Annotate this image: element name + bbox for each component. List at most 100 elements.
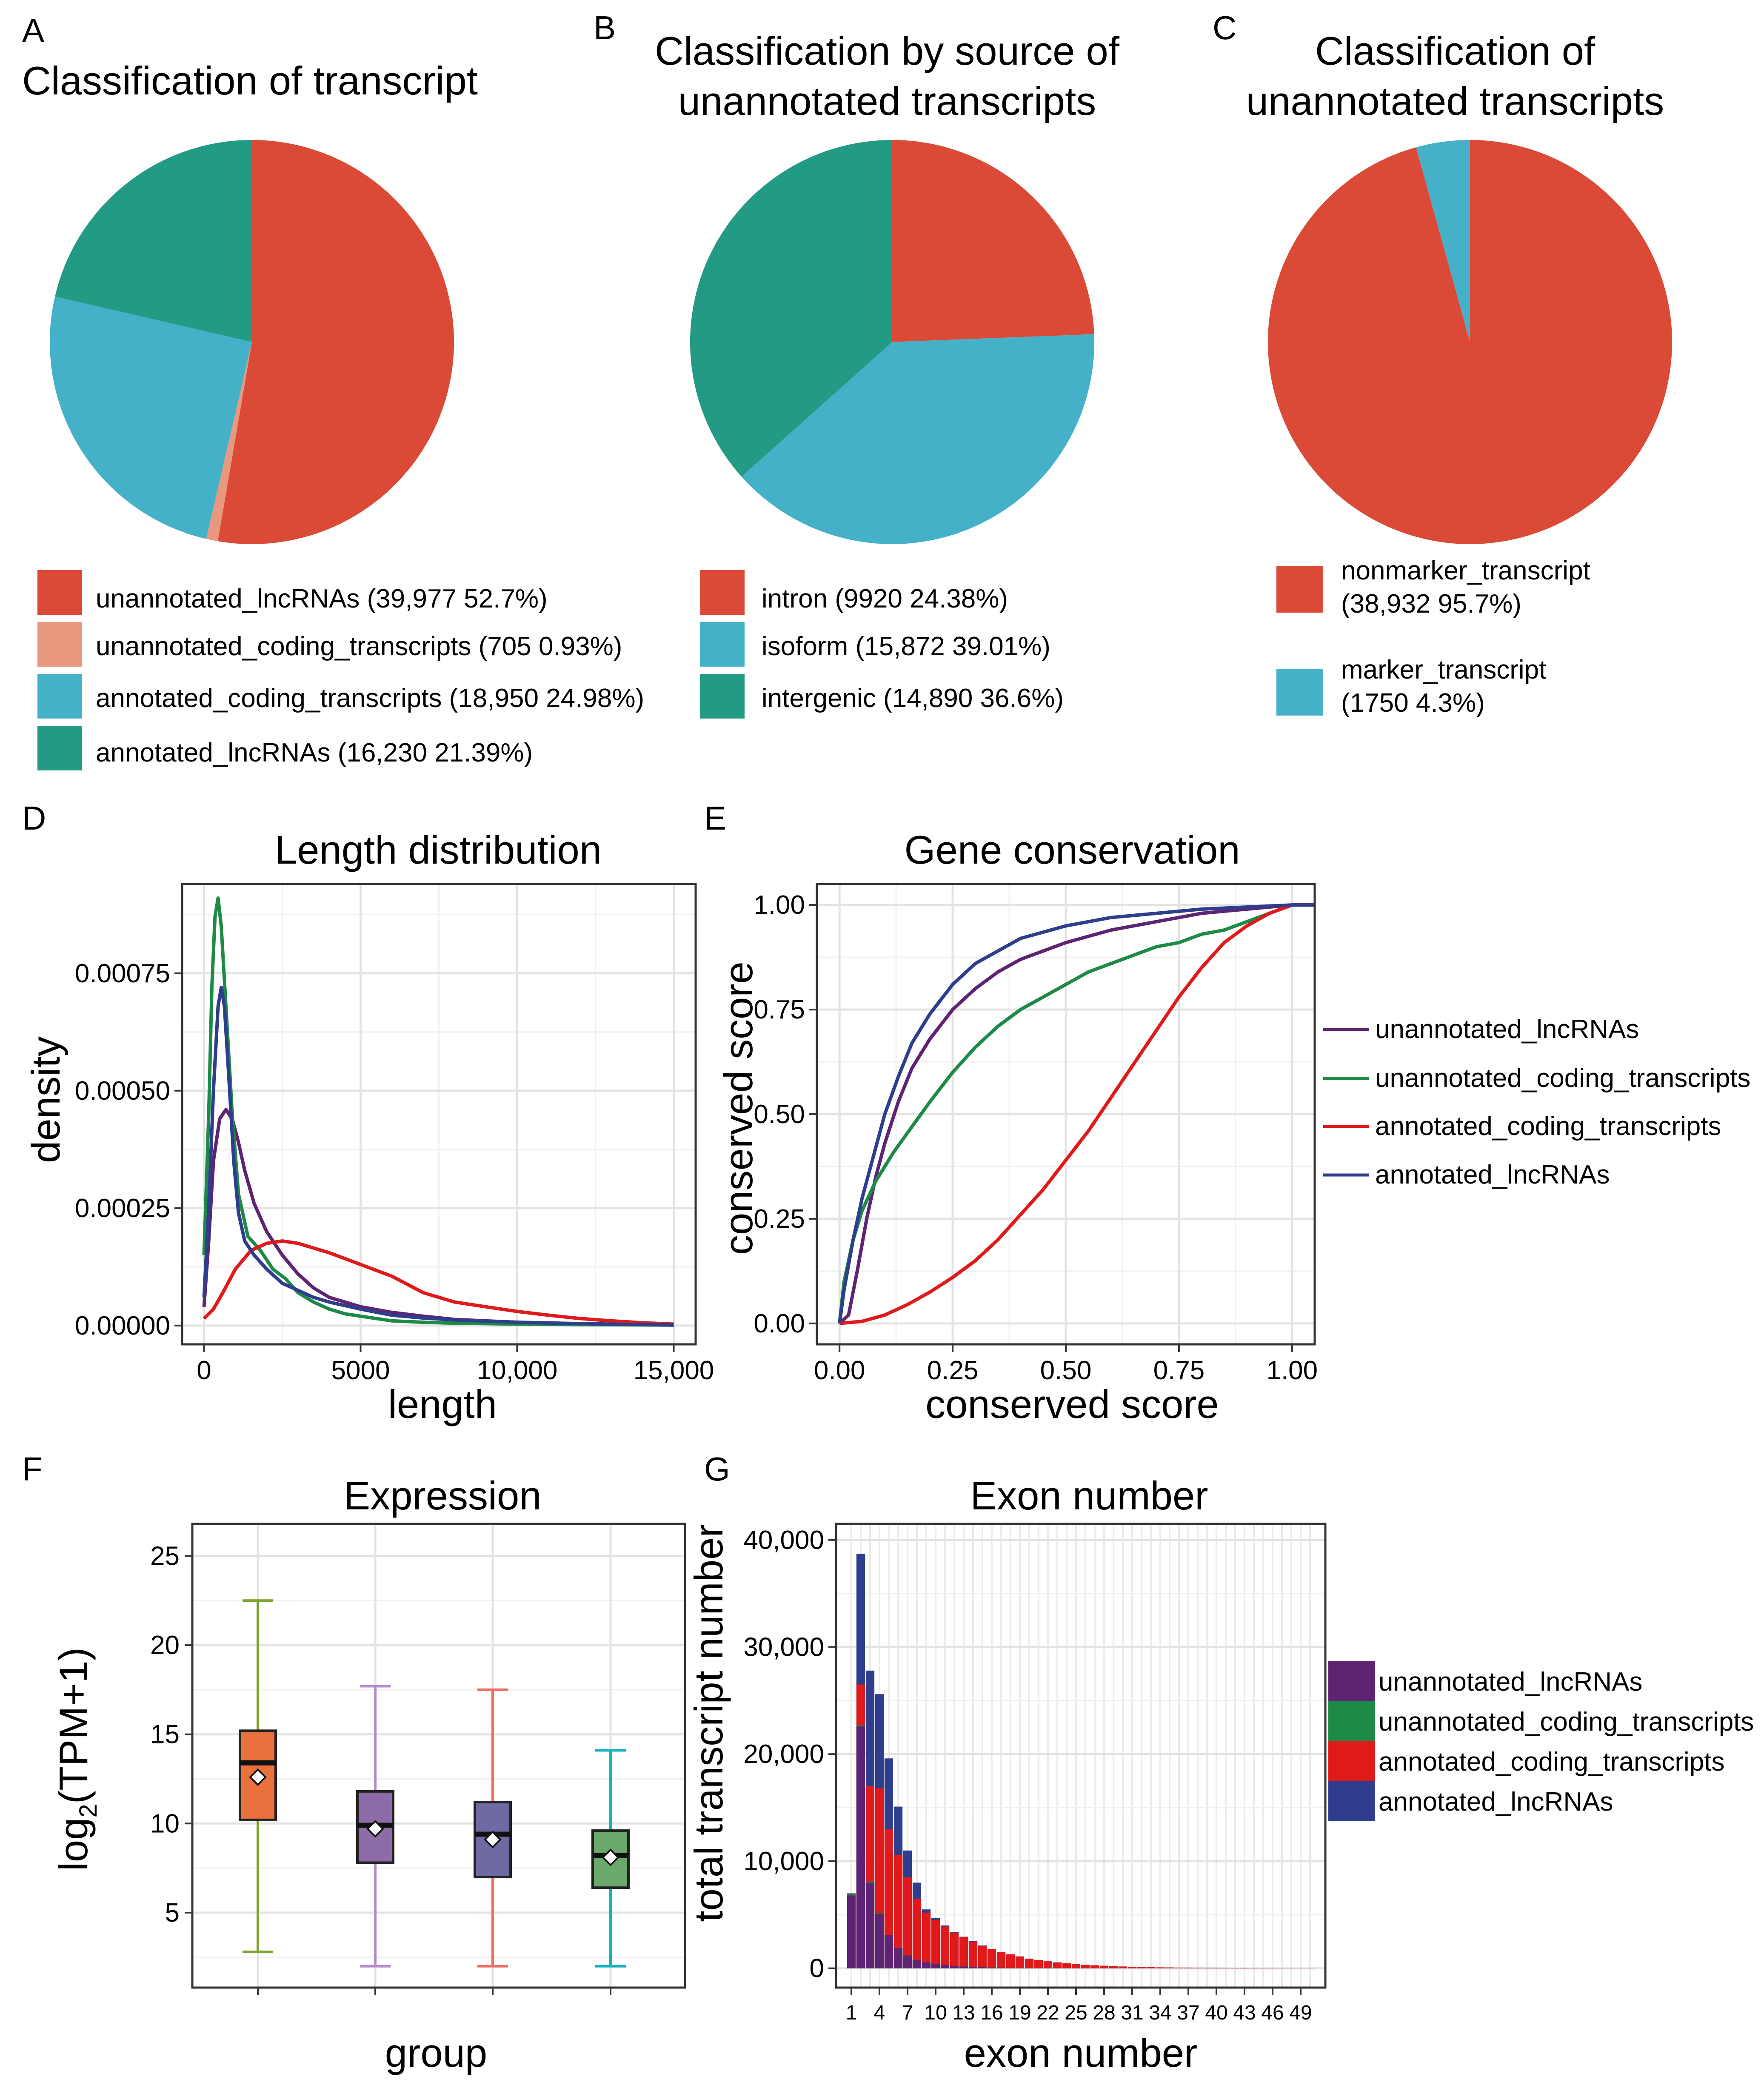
pie-c-title-line-1: Classification of [1315,29,1596,73]
exon-bar-12-unannotated_lncRNAs [950,1966,959,1968]
legend-b-swatch-1 [700,570,745,615]
expression-box-3 [474,1801,512,1879]
exon-bar-6-annotated_coding_transcripts [893,1854,903,1968]
exon-bar-3-unannotated_lncRNAs [865,1882,875,1968]
pie-b-slice-1 [892,140,1094,342]
exon-bar-16-annotated_coding_transcripts [987,1949,996,1968]
expression-y-tick-label-1: 5 [165,1898,180,1928]
exon-y-tick-label-5: 40,000 [743,1526,824,1555]
expression-box-4 [591,1829,630,1889]
exon-bar-12-annotated_coding_transcripts [950,1933,959,1968]
conservation-legend-label-3: annotated_coding_transcripts [1375,1112,1721,1141]
legend-c-label-1b: (38,932 95.7%) [1341,589,1521,619]
exon-x-axis-title: exon number [964,2031,1198,2075]
density-y-tick-label-4: 0.00075 [75,959,170,988]
density-x-tick-label-1: 0 [197,1356,211,1385]
conservation-panel-border [816,883,1316,1346]
exon-bar-11-annotated_coding_transcripts [940,1926,950,1968]
density-x-axis-title: length [388,1382,497,1426]
pie-chart-marker [1268,140,1672,544]
exon-bar-34-annotated_coding_transcripts [1156,1967,1165,1968]
conservation-title: Gene conservation [904,827,1240,872]
legend-a-swatch-4 [37,726,82,770]
exon-x-tick-label-8: 22 [1036,2002,1059,2024]
exon-title: Exon number [970,1473,1208,1518]
expression-x-axis-title: group [385,2031,487,2075]
legend-a-label-2: unannotated_coding_transcripts (705 0.93… [96,632,622,661]
density-x-tick-label-2: 5000 [331,1356,390,1385]
exon-bar-17-annotated_coding_transcripts [996,1952,1006,1968]
panel-label-g: G [704,1450,730,1488]
pie-c-slice-2 [1416,140,1470,342]
conservation-legend: unannotated_lncRNAs unannotated_coding_t… [1323,1015,1750,1189]
legend-b-label-2: isoform (15,872 39.01%) [762,632,1050,661]
exon-panel-border [835,1523,1327,1989]
exon-bar-10-annotated_coding_transcripts [931,1920,940,1968]
exon-bar-13-annotated_coding_transcripts [959,1937,968,1968]
conservation-y-tick-label-2: 0.25 [754,1204,805,1234]
conservation-x-tick-label-4: 0.75 [1153,1356,1205,1385]
exon-bar-11-unannotated_lncRNAs [940,1965,950,1968]
density-y-axis-title: density [23,1036,68,1163]
exon-bar-21-annotated_coding_transcripts [1034,1960,1043,1968]
panel-label-f: F [22,1450,43,1488]
exon-x-tick-label-3: 7 [902,2002,913,2024]
exon-bar-27-annotated_coding_transcripts [1090,1965,1099,1968]
conservation-y-tick-label-4: 0.75 [754,995,805,1024]
expression-boxplot: 5 10 15 20 25 [150,1523,686,1995]
exon-bar-9-unannotated_lncRNAs [922,1962,931,1968]
density-line-unannotated_coding_transcripts [202,896,674,1327]
density-panel-border [181,883,697,1346]
legend-a-swatch-1 [37,570,82,615]
panel-label-c: C [1213,9,1236,46]
exon-x-tick-label-5: 13 [952,2002,975,2024]
exon-y-axis-title: total transcript number [686,1524,731,1922]
conservation-x-tick-label-2: 0.25 [927,1356,979,1385]
exon-bar-15-unannotated_lncRNAs [978,1967,987,1968]
exon-bar-29-annotated_coding_transcripts [1109,1966,1118,1968]
pie-a-title: Classification of transcript [22,58,478,103]
expression-y-title-rest: (TPM+1) [51,1647,96,1804]
exon-x-tick-label-17: 49 [1289,2002,1312,2024]
pie-b-slice-2 [741,334,1094,544]
exon-x-tick-label-6: 16 [980,2002,1003,2024]
exon-bar-10-unannotated_lncRNAs [931,1964,940,1968]
exon-bar-26-annotated_coding_transcripts [1081,1965,1090,1968]
legend-c: nonmarker_transcript (38,932 95.7%) mark… [1276,556,1590,718]
legend-b: intron (9920 24.38%) isoform (15,872 39.… [700,570,1064,719]
exon-bar-chart: 0 10,000 20,000 30,000 40,000 1 4 7 10 13 16 19 22 25… [743,1523,1327,2024]
exon-y-tick-label-1: 0 [810,1954,824,1983]
exon-x-tick-label-2: 4 [874,2002,885,2024]
conservation-line-annotated_coding_transcripts [839,903,1315,1325]
density-line-annotated_lncRNAs [202,985,674,1327]
exon-bar-9-annotated_coding_transcripts [922,1912,931,1968]
panel-label-b: B [594,9,616,46]
exon-legend-label-3: annotated_coding_transcripts [1379,1747,1724,1777]
expression-box-2-mean-marker [366,1820,384,1838]
pie-b-title-line-2: unannotated transcripts [678,79,1096,123]
legend-a-label-4: annotated_lncRNAs (16,230 21.39%) [96,738,533,767]
exon-bar-13-unannotated_lncRNAs [959,1966,968,1968]
exon-bar-15-annotated_coding_transcripts [978,1945,987,1968]
exon-y-tick-label-4: 30,000 [743,1632,824,1662]
conservation-plot: 0.00 0.25 0.50 0.75 1.00 0.00 0.25 0.50 0.75 1.00 [754,883,1318,1385]
exon-legend-label-1: unannotated_lncRNAs [1379,1667,1642,1697]
expression-box-1-mean-marker [249,1768,267,1786]
expression-box-4-mean-marker [602,1848,619,1866]
legend-a-label-3: annotated_coding_transcripts (18,950 24.… [96,684,644,713]
exon-bar-30-annotated_coding_transcripts [1118,1966,1127,1968]
exon-bar-5-annotated_coding_transcripts [884,1829,893,1968]
exon-x-tick-label-4: 10 [924,2002,947,2024]
conservation-legend-label-1: unannotated_lncRNAs [1375,1015,1639,1044]
exon-x-tick-label-1: 1 [846,2002,857,2024]
exon-bar-2-unannotated_lncRNAs [856,1726,865,1968]
panel-label-d: D [22,799,46,837]
legend-c-label-2b: (1750 4.3%) [1341,688,1485,718]
exon-bar-32-annotated_coding_transcripts [1137,1967,1146,1968]
legend-a-swatch-3 [37,674,82,719]
pie-a-slice-3 [49,297,252,539]
exon-legend-swatch-4 [1328,1781,1375,1821]
pie-a-slice-4 [55,140,252,342]
expression-y-title-log: log [51,1818,96,1871]
